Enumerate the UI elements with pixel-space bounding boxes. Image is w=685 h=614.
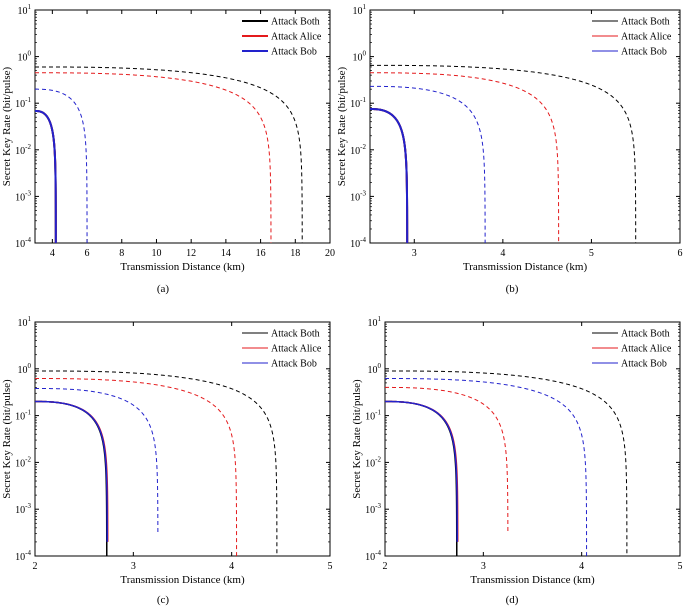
series-line xyxy=(35,88,88,243)
x-tick-label: 4 xyxy=(50,248,55,259)
legend-entry: Attack Alice xyxy=(621,344,672,355)
series-line xyxy=(370,85,486,243)
axes-frame xyxy=(369,9,681,244)
y-tick-label: 100 xyxy=(368,362,382,376)
x-tick-label: 5 xyxy=(328,561,333,572)
chart-panel-2: 3 4 5 6 10-4 10-3 10-2 10-1 100 101 Transmission D… xyxy=(336,3,683,295)
series-line xyxy=(385,400,458,542)
panel-label: (d) xyxy=(506,594,519,606)
legend-entry: Attack Alice xyxy=(621,32,672,43)
y-tick-label: 10-3 xyxy=(350,189,366,203)
legend-entry: Attack Bob xyxy=(271,359,317,370)
legend-entry: Attack Both xyxy=(621,329,670,340)
x-tick-label: 6 xyxy=(678,248,683,259)
axes-frame xyxy=(34,321,331,557)
y-tick-label: 10-4 xyxy=(350,236,366,250)
legend-entry: Attack Bob xyxy=(621,359,667,370)
series-line xyxy=(370,64,637,243)
y-axis-label: Secret Key Rate (bit/pulse) xyxy=(1,379,13,499)
series-line xyxy=(35,387,159,534)
legend-entry: Attack Bob xyxy=(271,47,317,58)
series-line xyxy=(385,386,509,534)
chart-panel-3: 2 3 4 5 10-4 10-3 10-2 10-1 100 101 Transmission D… xyxy=(1,315,333,606)
series-line xyxy=(35,400,108,556)
x-tick-label: 2 xyxy=(33,561,38,572)
x-tick-label: 16 xyxy=(256,248,266,259)
x-tick-label: 4 xyxy=(229,561,234,572)
x-axis-label: Transmission Distance (km) xyxy=(120,261,245,273)
x-tick-label: 12 xyxy=(186,248,196,259)
series-line xyxy=(35,370,278,556)
y-tick-label: 10-1 xyxy=(15,409,31,423)
y-tick-label: 10-3 xyxy=(15,502,31,516)
legend-entry: Attack Both xyxy=(271,329,320,340)
y-axis-label: Secret Key Rate (bit/pulse) xyxy=(351,379,363,499)
y-tick-label: 101 xyxy=(18,3,32,17)
panel-label: (b) xyxy=(506,283,519,295)
y-tick-label: 10-3 xyxy=(365,502,381,516)
legend-entry: Attack Bob xyxy=(621,47,667,58)
series-line xyxy=(385,370,628,556)
y-tick-label: 10-1 xyxy=(350,96,366,110)
x-tick-label: 4 xyxy=(500,248,505,259)
x-tick-label: 2 xyxy=(383,561,388,572)
y-tick-label: 10-4 xyxy=(15,549,31,563)
x-tick-label: 5 xyxy=(589,248,594,259)
x-tick-label: 14 xyxy=(221,248,231,259)
y-tick-label: 10-4 xyxy=(365,549,381,563)
y-axis-label: Secret Key Rate (bit/pulse) xyxy=(1,66,13,186)
legend-entry: Attack Alice xyxy=(271,32,322,43)
y-tick-label: 10-2 xyxy=(15,143,31,157)
legend-entry: Attack Both xyxy=(621,17,670,28)
series-line xyxy=(370,72,560,243)
panel-label: (a) xyxy=(157,283,170,295)
x-tick-label: 3 xyxy=(412,248,417,259)
y-tick-label: 10-1 xyxy=(15,96,31,110)
chart-panel-1: 4 6 8 10 12 14 16 18 20 10-4 10-3 10-2 10-1 100 101 Tra… xyxy=(1,3,335,295)
chart-panel-4: 2 3 4 5 10-4 10-3 10-2 10-1 100 101 Transmission D… xyxy=(351,315,683,606)
series-line xyxy=(35,66,303,243)
x-tick-label: 6 xyxy=(85,248,90,259)
series-line xyxy=(35,400,108,542)
x-tick-label: 20 xyxy=(325,248,335,259)
x-tick-label: 8 xyxy=(119,248,124,259)
y-tick-label: 10-1 xyxy=(365,409,381,423)
legend-entry: Attack Both xyxy=(271,17,320,28)
series-line xyxy=(385,378,588,556)
y-tick-label: 101 xyxy=(368,315,382,329)
y-tick-label: 101 xyxy=(18,315,32,329)
axes-frame xyxy=(384,321,681,557)
y-tick-label: 10-2 xyxy=(365,455,381,469)
axes-frame xyxy=(34,9,331,244)
series-line xyxy=(35,110,57,243)
series-line xyxy=(35,378,238,556)
y-tick-label: 101 xyxy=(353,3,367,17)
x-tick-label: 4 xyxy=(579,561,584,572)
x-axis-label: Transmission Distance (km) xyxy=(463,261,588,273)
y-tick-label: 100 xyxy=(18,50,32,64)
x-axis-label: Transmission Distance (km) xyxy=(470,574,595,586)
series-line xyxy=(385,400,458,556)
panel-label: (c) xyxy=(157,594,170,606)
x-tick-label: 3 xyxy=(481,561,486,572)
y-tick-label: 10-2 xyxy=(350,143,366,157)
y-tick-label: 100 xyxy=(353,50,367,64)
x-tick-label: 5 xyxy=(678,561,683,572)
y-tick-label: 10-4 xyxy=(15,236,31,250)
x-tick-label: 3 xyxy=(131,561,136,572)
legend-entry: Attack Alice xyxy=(271,344,322,355)
y-tick-label: 100 xyxy=(18,362,32,376)
series-line xyxy=(370,108,409,243)
x-axis-label: Transmission Distance (km) xyxy=(120,574,245,586)
series-line xyxy=(35,72,272,243)
y-axis-label: Secret Key Rate (bit/pulse) xyxy=(336,66,348,186)
y-tick-label: 10-2 xyxy=(15,455,31,469)
x-tick-label: 18 xyxy=(290,248,300,259)
x-tick-label: 10 xyxy=(151,248,161,259)
y-tick-label: 10-3 xyxy=(15,189,31,203)
